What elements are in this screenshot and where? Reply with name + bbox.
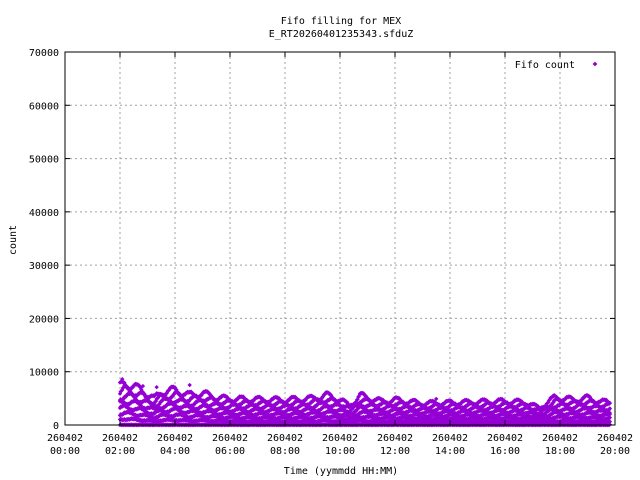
grid-lines [65,52,615,425]
data-point [155,395,161,400]
data-point [128,386,134,392]
chart-title: Fifo filling for MEX [281,16,401,27]
data-point [155,403,161,409]
data-point [133,397,139,402]
chart-subtitle: E_RT20260401235343.sfduZ [269,29,414,40]
data-points [117,376,613,428]
data-point [166,387,172,393]
data-point [139,387,144,392]
